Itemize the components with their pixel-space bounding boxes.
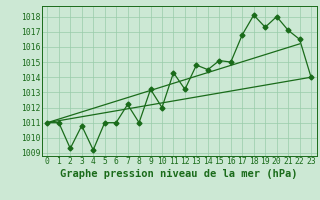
X-axis label: Graphe pression niveau de la mer (hPa): Graphe pression niveau de la mer (hPa): [60, 169, 298, 179]
